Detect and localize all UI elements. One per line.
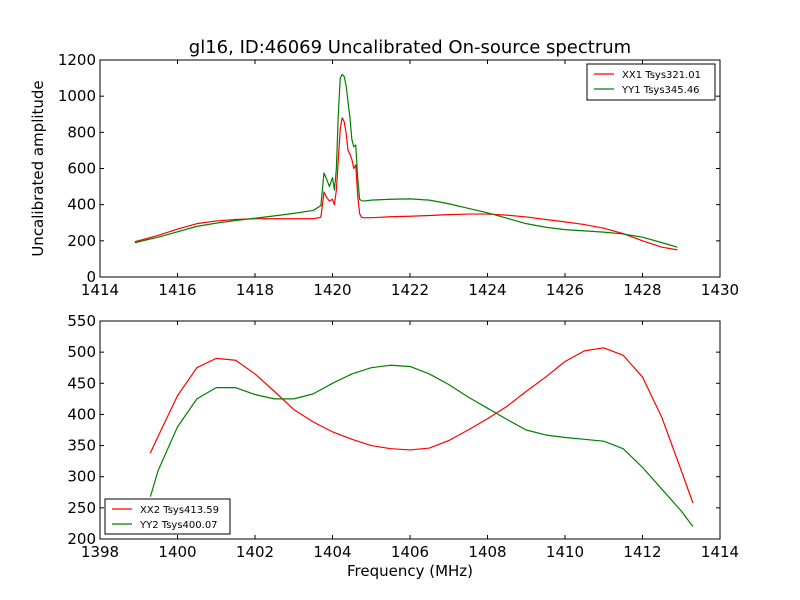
legend-label: XX1 Tsys321.01 xyxy=(622,70,701,81)
y-tick-label: 250 xyxy=(67,499,96,517)
x-tick-label: 1418 xyxy=(236,281,274,299)
legend-box xyxy=(104,498,231,535)
x-tick-label: 1420 xyxy=(313,281,351,299)
series-line-yy2 xyxy=(149,364,694,527)
legend-label: XX2 Tsys413.59 xyxy=(140,505,219,516)
x-tick-label: 1430 xyxy=(701,281,739,299)
legend-box xyxy=(586,63,716,101)
y-tick-label: 400 xyxy=(67,405,96,423)
x-tick-label: 1414 xyxy=(81,281,119,299)
legend: XX1 Tsys321.01 YY1 Tsys345.46 xyxy=(586,63,716,101)
series-line-yy1 xyxy=(134,73,678,248)
y-tick-label: 400 xyxy=(67,196,96,214)
y-tick-label: 1000 xyxy=(58,87,96,105)
y-tick-label: 450 xyxy=(67,374,96,392)
x-tick-label: 1426 xyxy=(546,281,584,299)
x-tick-label: 1402 xyxy=(236,543,274,561)
y-tick-label: 0 xyxy=(86,268,96,286)
bottom-plot: 1398 1400 1402 1404 1406 1408 1410 1412 1414 200 2… xyxy=(67,312,739,580)
y-tick-label: 200 xyxy=(67,232,96,250)
y-tick-label: 800 xyxy=(67,123,96,141)
legend: XX2 Tsys413.59 YY2 Tsys400.07 xyxy=(104,498,231,535)
top-plot: 1414 1416 1418 1420 1422 1424 1426 1428 1430 0 200… xyxy=(29,51,739,299)
x-tick-label: 1408 xyxy=(468,543,506,561)
x-tick-label: 1414 xyxy=(701,543,739,561)
y-tick-label: 550 xyxy=(67,312,96,330)
x-tick-label: 1424 xyxy=(468,281,506,299)
x-tick-label: 1398 xyxy=(81,543,119,561)
x-tick-label: 1428 xyxy=(623,281,661,299)
y-tick-label: 500 xyxy=(67,343,96,361)
y-tick-label: 1200 xyxy=(58,51,96,69)
y-tick-label: 350 xyxy=(67,437,96,455)
series-line-xx1 xyxy=(134,117,678,251)
x-tick-label: 1404 xyxy=(313,543,351,561)
x-tick-label: 1400 xyxy=(158,543,196,561)
legend-label: YY1 Tsys345.46 xyxy=(621,85,700,96)
series-line-xx2 xyxy=(149,347,694,504)
y-axis-label: Uncalibrated amplitude xyxy=(29,80,47,256)
y-tick-label: 200 xyxy=(67,530,96,548)
y-tick-label: 600 xyxy=(67,160,96,178)
x-tick-label: 1410 xyxy=(546,543,584,561)
legend-label: YY2 Tsys400.07 xyxy=(139,520,218,531)
y-tick-label: 300 xyxy=(67,468,96,486)
x-tick-label: 1422 xyxy=(391,281,429,299)
x-axis-label: Frequency (MHz) xyxy=(347,562,473,580)
x-tick-label: 1412 xyxy=(623,543,661,561)
x-tick-label: 1416 xyxy=(158,281,196,299)
x-tick-label: 1406 xyxy=(391,543,429,561)
chart-title: gl16, ID:46069 Uncalibrated On-source sp… xyxy=(189,37,631,58)
